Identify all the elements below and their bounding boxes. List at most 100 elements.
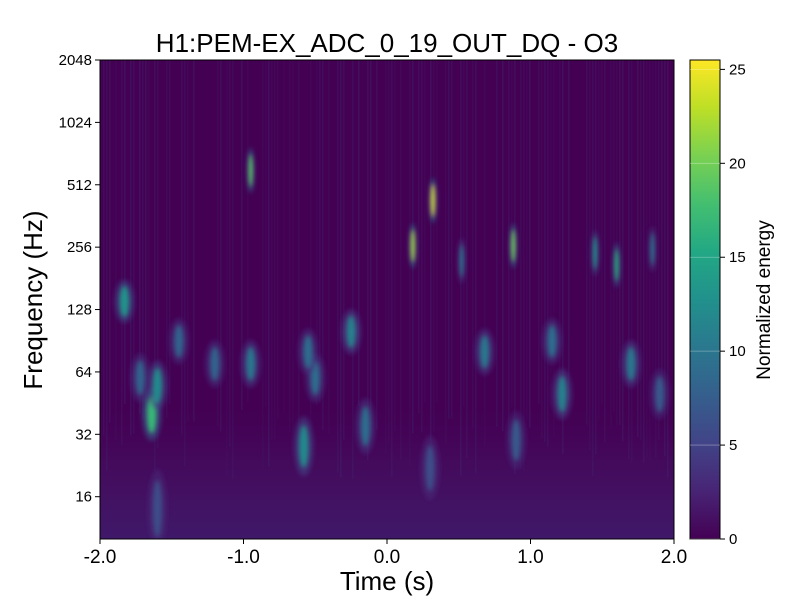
texture-stripe [274, 60, 276, 440]
energy-blob [431, 184, 435, 217]
texture-stripe [463, 60, 465, 407]
colorbar-tick-label: 25 [729, 61, 746, 78]
texture-stripe [631, 60, 633, 463]
texture-stripe [559, 60, 561, 408]
texture-stripe [430, 60, 432, 445]
texture-stripe [115, 60, 117, 440]
texture-stripe [232, 60, 234, 480]
texture-stripe [613, 60, 615, 412]
texture-stripe [601, 60, 603, 405]
background-texture [100, 60, 674, 480]
texture-stripe [145, 60, 147, 413]
texture-stripe [538, 60, 540, 405]
texture-stripe [376, 60, 378, 430]
texture-stripe [142, 60, 144, 419]
energy-blob [557, 376, 567, 413]
texture-stripe [103, 60, 105, 436]
texture-stripe [352, 60, 354, 480]
y-tick-label: 256 [67, 239, 92, 256]
texture-stripe [391, 60, 393, 477]
colorbar-ticks: 0 5 10 15 20 25 [690, 61, 746, 548]
energy-blob [511, 419, 521, 461]
y-tick-label: 32 [75, 426, 92, 443]
texture-stripe [472, 60, 474, 429]
energy-blob [655, 376, 665, 413]
x-tick-label: 1.0 [517, 547, 543, 568]
texture-stripe [322, 60, 324, 431]
texture-stripe [466, 60, 468, 458]
y-axis-label: Frequency (Hz) [18, 210, 48, 389]
energy-blob [411, 229, 415, 262]
texture-stripe [337, 60, 339, 473]
texture-stripe [340, 60, 342, 478]
colorbar-tick-label: 20 [729, 155, 746, 172]
texture-stripe [154, 60, 156, 471]
texture-stripe [166, 60, 168, 418]
texture-stripe [661, 60, 663, 402]
energy-blob [425, 444, 435, 492]
y-tick-label: 2048 [59, 52, 92, 69]
energy-blob [135, 360, 145, 396]
texture-stripe [130, 60, 132, 436]
energy-blob [547, 325, 557, 358]
texture-stripe [610, 60, 612, 429]
texture-stripe [628, 60, 630, 460]
texture-stripe [169, 60, 171, 404]
texture-stripe [475, 60, 477, 474]
texture-stripe [400, 60, 402, 460]
y-tick-label: 512 [67, 177, 92, 194]
texture-stripe [637, 60, 639, 437]
texture-stripe [484, 60, 486, 447]
texture-stripe [508, 60, 510, 443]
y-tick-label: 64 [75, 364, 92, 381]
texture-stripe [424, 60, 426, 403]
texture-stripe [241, 60, 243, 411]
energy-blobs [114, 148, 670, 539]
energy-blob [511, 229, 516, 262]
texture-stripe [589, 60, 591, 451]
colorbar-tick-label: 10 [729, 343, 746, 360]
texture-stripe [544, 60, 546, 442]
energy-blob [459, 244, 464, 277]
texture-stripe [523, 60, 525, 472]
texture-stripe [436, 60, 438, 403]
chart-title: H1:PEM-EX_ADC_0_19_OUT_DQ - O3 [156, 28, 618, 58]
texture-stripe [520, 60, 522, 470]
energy-blob [299, 425, 309, 468]
energy-blob [346, 315, 356, 348]
texture-stripe [385, 60, 387, 455]
low-frequency-band [100, 400, 674, 539]
texture-stripe [496, 60, 498, 427]
texture-stripe [298, 60, 300, 460]
texture-stripe [619, 60, 621, 425]
texture-stripe [658, 60, 660, 440]
texture-stripe [604, 60, 606, 443]
texture-stripe [271, 60, 273, 440]
texture-stripe [247, 60, 249, 402]
texture-stripe [451, 60, 453, 419]
y-axis-ticks: 16 32 64 128 256 512 1024 2048 [59, 52, 100, 506]
texture-stripe [547, 60, 549, 447]
texture-stripe [421, 60, 423, 433]
colorbar-tick-label: 0 [729, 531, 737, 548]
texture-stripe [526, 60, 528, 420]
texture-stripe [124, 60, 126, 405]
y-tick-label: 1024 [59, 114, 92, 131]
texture-stripe [268, 60, 270, 467]
colorbar-label: Normalized energy [754, 220, 775, 380]
texture-stripe [541, 60, 543, 439]
texture-stripe [283, 60, 285, 414]
texture-stripe [550, 60, 552, 408]
x-axis-ticks: -2.0 -1.0 0.0 1.0 2.0 [84, 539, 687, 568]
texture-stripe [184, 60, 186, 468]
texture-stripe [262, 60, 264, 467]
texture-stripe [529, 60, 531, 428]
colorbar: 0 5 10 15 20 25 Normalized energy [689, 59, 775, 548]
texture-stripe [667, 60, 669, 478]
energy-blob [119, 286, 129, 317]
texture-stripe [433, 60, 435, 433]
texture-stripe [316, 60, 318, 406]
texture-stripe [217, 60, 219, 426]
texture-stripe [139, 60, 141, 414]
texture-stripe [598, 60, 600, 420]
